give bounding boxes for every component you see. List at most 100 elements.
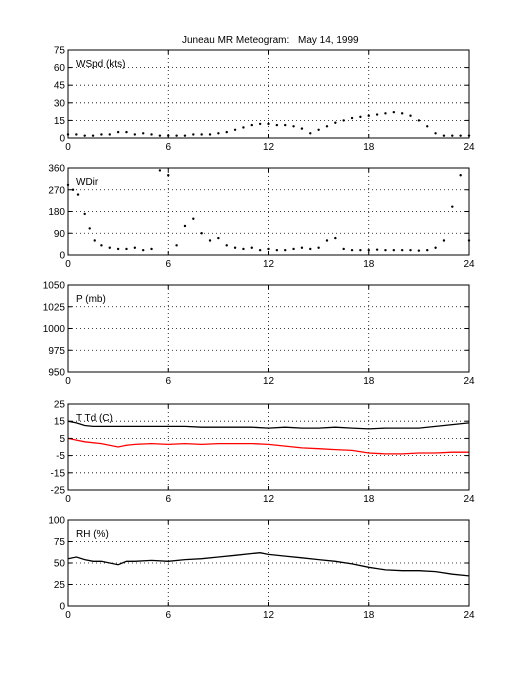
data-point — [300, 246, 304, 249]
data-point — [417, 119, 421, 122]
y-tick-label: 90 — [54, 229, 66, 240]
data-point — [417, 249, 421, 252]
data-point — [183, 134, 187, 137]
data-point — [359, 248, 362, 252]
x-tick-label: 0 — [65, 376, 71, 387]
y-tick-label: 25 — [54, 400, 66, 411]
data-point — [100, 244, 103, 247]
data-point — [175, 244, 178, 247]
panel-label-rh: RH (%) — [76, 529, 109, 540]
data-point — [350, 116, 354, 120]
data-point — [258, 248, 262, 252]
y-tick-label: 15 — [54, 116, 66, 127]
y-tick-label: -5 — [56, 451, 65, 462]
data-point — [83, 134, 86, 137]
x-tick-label: 6 — [165, 142, 171, 153]
x-tick-label: 12 — [263, 259, 275, 270]
data-point — [217, 236, 220, 240]
data-point — [300, 127, 304, 130]
x-tick-label: 24 — [463, 259, 475, 270]
panel-pressure: 0 6 12 18 24 950 975 1000 1025 1050 P (mb) — [43, 281, 475, 388]
y-tick-label: 360 — [48, 164, 65, 175]
data-point — [342, 247, 345, 251]
y-tick-label: 270 — [48, 185, 65, 196]
x-tick-label: 12 — [263, 142, 275, 153]
series-line-2 — [67, 437, 469, 455]
data-point — [250, 246, 253, 249]
data-point — [342, 119, 345, 122]
x-tick-label: 18 — [363, 610, 375, 621]
x-tick-label: 18 — [363, 376, 375, 387]
data-point — [426, 248, 429, 252]
x-tick-label: 18 — [363, 494, 375, 505]
x-tick-label: 12 — [263, 376, 275, 387]
x-tick-label: 24 — [463, 610, 475, 621]
y-tick-label: 0 — [59, 602, 65, 613]
data-point — [225, 244, 228, 247]
data-point — [192, 217, 195, 220]
data-point — [91, 134, 95, 137]
figure-date: May 14, 1999 — [298, 35, 359, 46]
data-point — [125, 247, 128, 251]
x-tick-label: 6 — [165, 610, 171, 621]
data-point — [325, 125, 329, 128]
data-point — [267, 247, 270, 251]
x-tick-label: 0 — [65, 494, 71, 505]
x-tick-label: 24 — [463, 494, 475, 505]
data-point — [375, 248, 379, 251]
panel-wspd: 0 6 12 18 24 0 15 30 45 60 75 WSpd (kts) — [54, 46, 475, 154]
data-point — [459, 174, 462, 177]
x-tick-label: 24 — [463, 142, 475, 153]
y-tick-label: 100 — [48, 516, 65, 527]
panel-label-wdir: WDir — [76, 177, 99, 188]
y-tick-label: 45 — [54, 81, 66, 92]
data-point — [400, 112, 404, 115]
data-point — [141, 248, 145, 252]
data-point — [242, 247, 245, 251]
figure-title: Juneau MR Meteogram: — [182, 35, 289, 46]
data-point — [267, 122, 270, 126]
data-point — [292, 125, 295, 128]
data-point — [76, 193, 80, 196]
data-point — [409, 114, 412, 117]
data-point — [150, 133, 153, 136]
data-point — [409, 248, 412, 252]
data-point — [451, 205, 454, 208]
panel-label-pressure: P (mb) — [76, 294, 106, 305]
data-point — [233, 128, 237, 131]
x-tick-label: 0 — [65, 142, 71, 153]
data-point — [451, 134, 454, 137]
data-point — [158, 169, 162, 172]
data-point — [175, 134, 178, 137]
panel-label-temp-dewpoint: T Td (C) — [76, 413, 113, 424]
y-tick-label: 975 — [48, 346, 65, 357]
data-point — [258, 122, 262, 126]
data-point — [158, 134, 162, 137]
data-point — [125, 130, 128, 134]
x-tick-label: 18 — [363, 259, 375, 270]
data-point — [334, 121, 337, 124]
y-tick-label: 15 — [54, 417, 66, 428]
x-tick-label: 6 — [165, 494, 171, 505]
x-tick-label: 18 — [363, 142, 375, 153]
data-point — [275, 123, 279, 127]
data-point — [400, 248, 404, 252]
series-line-1 — [67, 420, 470, 430]
y-tick-label: 0 — [59, 134, 65, 145]
y-tick-label: 1025 — [43, 302, 66, 313]
data-point — [192, 133, 195, 136]
y-tick-label: 25 — [54, 580, 66, 591]
data-point — [275, 248, 279, 252]
data-point — [242, 126, 245, 129]
data-point — [167, 174, 170, 177]
data-point — [108, 246, 111, 249]
x-tick-label: 6 — [165, 259, 171, 270]
data-point — [334, 236, 337, 240]
panel-label-wspd: WSpd (kts) — [76, 59, 125, 70]
x-tick-label: 12 — [263, 494, 275, 505]
data-point — [133, 246, 137, 249]
data-point — [217, 132, 220, 135]
data-point — [208, 133, 212, 136]
y-tick-label: 30 — [54, 98, 66, 109]
